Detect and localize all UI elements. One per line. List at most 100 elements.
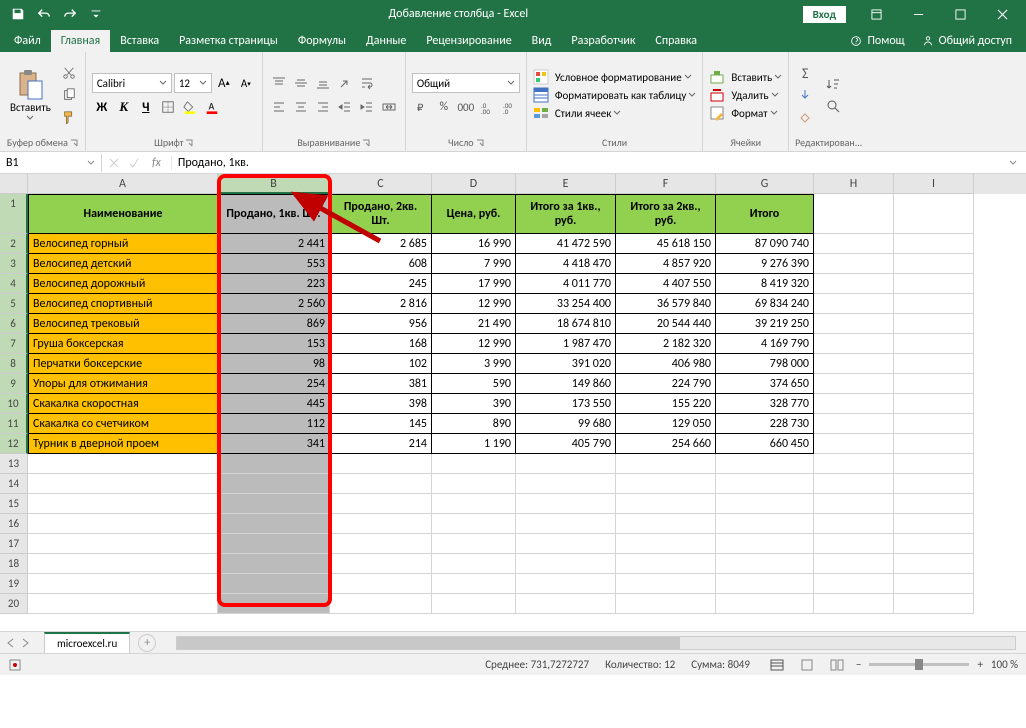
cell[interactable]: 36 579 840	[616, 294, 716, 314]
row-header-16[interactable]: 16	[0, 514, 28, 534]
cell[interactable]: 2 441	[218, 234, 330, 254]
cell[interactable]: 254 660	[616, 434, 716, 454]
cell[interactable]: Итого	[716, 194, 814, 234]
cell[interactable]	[218, 474, 330, 494]
cell[interactable]: 8 419 320	[716, 274, 814, 294]
cell[interactable]	[330, 454, 432, 474]
cell[interactable]: 87 090 740	[716, 234, 814, 254]
cell[interactable]	[814, 594, 894, 614]
row-header-9[interactable]: 9	[0, 374, 28, 394]
col-header-G[interactable]: G	[716, 174, 814, 194]
cell[interactable]	[894, 594, 974, 614]
cell[interactable]: 390	[432, 394, 516, 414]
font-color-icon[interactable]: A	[202, 97, 222, 117]
cell[interactable]	[814, 514, 894, 534]
cell[interactable]: 129 050	[616, 414, 716, 434]
cell[interactable]	[814, 554, 894, 574]
page-break-icon[interactable]	[826, 656, 848, 674]
cell[interactable]	[330, 494, 432, 514]
cell[interactable]: 149 860	[516, 374, 616, 394]
align-center-icon[interactable]	[291, 97, 311, 117]
format-painter-icon[interactable]	[59, 107, 79, 127]
cell[interactable]	[814, 474, 894, 494]
sheet-next-icon[interactable]	[20, 638, 30, 648]
cell[interactable]: 2 182 320	[616, 334, 716, 354]
tab-review[interactable]: Рецензирование	[416, 30, 521, 52]
copy-icon[interactable]	[59, 85, 79, 105]
cell[interactable]: 405 790	[516, 434, 616, 454]
sheet-tab[interactable]: microexcel.ru	[44, 632, 130, 653]
cell[interactable]	[432, 594, 516, 614]
accounting-icon[interactable]: ₽	[412, 97, 432, 117]
comma-icon[interactable]: 000	[456, 97, 476, 117]
cell[interactable]	[716, 454, 814, 474]
cell[interactable]	[894, 374, 974, 394]
cell[interactable]: 214	[330, 434, 432, 454]
increase-indent-icon[interactable]	[357, 97, 377, 117]
horizontal-scrollbar[interactable]	[176, 636, 1026, 650]
borders-icon[interactable]	[158, 97, 178, 117]
align-right-icon[interactable]	[313, 97, 333, 117]
cell[interactable]	[814, 314, 894, 334]
cell[interactable]	[894, 314, 974, 334]
cell[interactable]	[28, 554, 218, 574]
cell[interactable]: 2 685	[330, 234, 432, 254]
cell[interactable]: 1 987 470	[516, 334, 616, 354]
cell[interactable]	[894, 274, 974, 294]
cell[interactable]	[716, 514, 814, 534]
cell[interactable]: 39 219 250	[716, 314, 814, 334]
cell[interactable]: 608	[330, 254, 432, 274]
cell[interactable]	[616, 594, 716, 614]
merge-icon[interactable]	[379, 97, 399, 117]
cell[interactable]	[432, 574, 516, 594]
cell[interactable]: Груша боксерская	[28, 334, 218, 354]
cell[interactable]: 20 544 440	[616, 314, 716, 334]
cell[interactable]: Продано, 1кв. Шт.	[218, 194, 330, 234]
cell[interactable]	[330, 514, 432, 534]
cell[interactable]	[716, 534, 814, 554]
cell[interactable]: 99 680	[516, 414, 616, 434]
cell[interactable]: Наименование	[28, 194, 218, 234]
row-header-8[interactable]: 8	[0, 354, 28, 374]
cell[interactable]: Турник в дверной проем	[28, 434, 218, 454]
increase-decimal-icon[interactable]: .0.00	[478, 97, 498, 117]
cut-icon[interactable]	[59, 63, 79, 83]
autosum-icon[interactable]: Σ	[795, 63, 815, 83]
cell[interactable]: 45 618 150	[616, 234, 716, 254]
cell[interactable]	[432, 454, 516, 474]
row-header-17[interactable]: 17	[0, 534, 28, 554]
maximize-icon[interactable]	[940, 0, 980, 28]
cell[interactable]: 228 730	[716, 414, 814, 434]
align-left-icon[interactable]	[269, 97, 289, 117]
cell[interactable]	[894, 394, 974, 414]
font-combo[interactable]: Calibri	[92, 73, 172, 93]
cell[interactable]	[432, 534, 516, 554]
cell[interactable]	[814, 274, 894, 294]
cell[interactable]: 2 560	[218, 294, 330, 314]
cell[interactable]	[894, 574, 974, 594]
row-header-20[interactable]: 20	[0, 594, 28, 614]
cell[interactable]: 406 980	[616, 354, 716, 374]
cell[interactable]: 69 834 240	[716, 294, 814, 314]
tab-home[interactable]: Главная	[51, 30, 110, 52]
cell[interactable]: 2 816	[330, 294, 432, 314]
cell[interactable]: 7 990	[432, 254, 516, 274]
italic-button[interactable]: К	[114, 99, 134, 115]
save-icon[interactable]	[6, 2, 30, 26]
cell[interactable]: 224 790	[616, 374, 716, 394]
align-top-icon[interactable]	[269, 73, 289, 93]
cell[interactable]: 41 472 590	[516, 234, 616, 254]
cell[interactable]	[814, 374, 894, 394]
ribbon-options-icon[interactable]	[856, 0, 896, 28]
clear-icon[interactable]	[795, 107, 815, 127]
cell[interactable]	[814, 454, 894, 474]
col-header-B[interactable]: B	[218, 174, 330, 194]
cell[interactable]	[814, 494, 894, 514]
cell[interactable]	[330, 554, 432, 574]
decrease-decimal-icon[interactable]: .00.0	[500, 97, 520, 117]
cell[interactable]	[716, 474, 814, 494]
cell[interactable]: 328 770	[716, 394, 814, 414]
tell-me[interactable]: Помощ	[841, 30, 912, 52]
cell[interactable]	[28, 474, 218, 494]
cell[interactable]	[330, 574, 432, 594]
